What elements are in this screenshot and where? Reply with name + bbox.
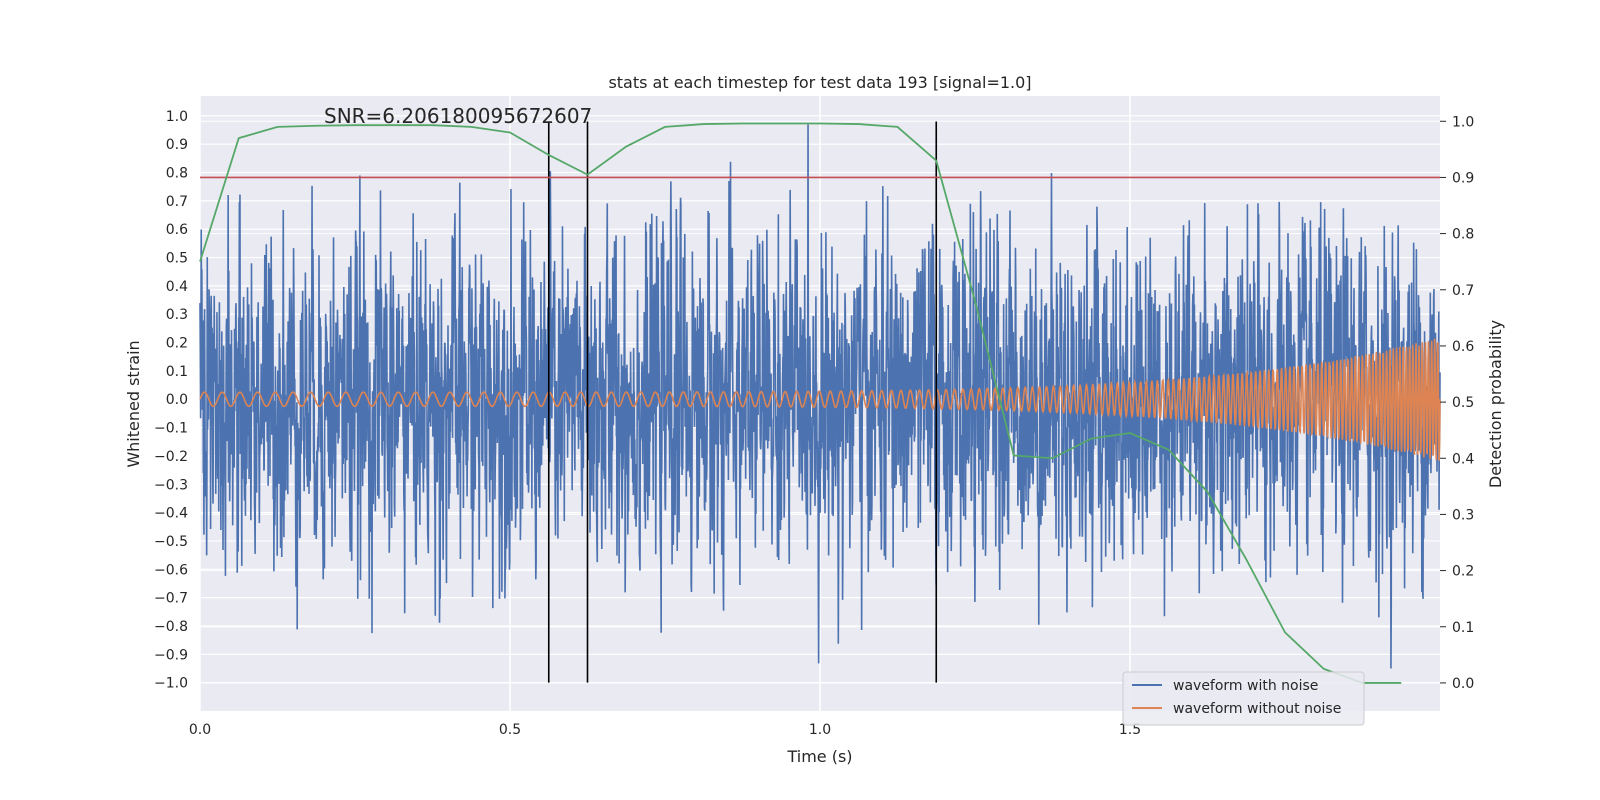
y-right-tick-label: 0.3 — [1452, 507, 1474, 523]
y-right-tick-label: 1.0 — [1452, 114, 1474, 130]
y-left-tick-label: −0.4 — [154, 506, 188, 522]
x-axis-label: Time (s) — [786, 747, 852, 766]
y-left-tick-label: 0.0 — [166, 392, 188, 408]
y-right-tick-label: 0.2 — [1452, 564, 1474, 580]
y-right-tick-label: 0.9 — [1452, 170, 1474, 186]
y-left-tick-label: −0.7 — [154, 591, 188, 607]
y-left-tick-label: −1.0 — [154, 676, 188, 692]
series-waveform-without-noise — [199, 338, 1441, 461]
legend: waveform with noise waveform without noi… — [1122, 671, 1365, 726]
detection-probability-line — [199, 122, 1402, 684]
y-left-tick-label: 0.5 — [166, 251, 188, 267]
chart-title: stats at each timestep for test data 193… — [608, 73, 1031, 92]
y-left-tick-label: 0.1 — [166, 364, 188, 380]
y-left-tick-label: 1.0 — [166, 109, 188, 125]
x-tick-label: 1.5 — [1119, 722, 1141, 738]
x-tick-label: 1.0 — [809, 722, 831, 738]
y-right-tick-label: 0.6 — [1452, 339, 1474, 355]
x-tick-label: 0.0 — [189, 722, 211, 738]
legend-box — [1122, 671, 1365, 726]
y-left-tick-label: 0.6 — [166, 222, 188, 238]
y-left-tick-label: 0.4 — [166, 279, 188, 295]
y-left-tick-label: −0.8 — [154, 619, 188, 635]
y-right-tick-label: 0.5 — [1452, 395, 1474, 411]
y-left-axis-ticks: 1.0 0.9 0.8 0.7 0.6 0.5 0.4 0.3 0.2 0.1 0.0 −0.1 −0.… — [154, 109, 188, 692]
legend-label-clean: waveform without noise — [1173, 701, 1341, 717]
snr-annotation: SNR=6.206180095672607 — [324, 104, 592, 128]
x-axis-ticks: 0.0 0.5 1.0 1.5 — [189, 722, 1141, 738]
series-waveform-with-noise — [199, 124, 1441, 669]
y-left-tick-label: 0.8 — [166, 166, 188, 182]
y-right-tick-label: 0.7 — [1452, 283, 1474, 299]
y-left-tick-label: −0.3 — [154, 477, 188, 493]
y-right-axis-ticks: 1.0 0.9 0.8 0.7 0.6 0.5 0.4 0.3 0.2 0.1 0.0 — [1440, 114, 1474, 692]
y-right-tick-label: 0.4 — [1452, 451, 1474, 467]
y-left-tick-label: −0.1 — [154, 421, 188, 437]
vertical-markers — [547, 121, 938, 683]
y-left-axis-label: Whitened strain — [124, 340, 143, 467]
y-right-tick-label: 0.0 — [1452, 676, 1474, 692]
y-left-tick-label: −0.5 — [154, 534, 188, 550]
clean-waveform-line — [199, 338, 1441, 461]
y-left-tick-label: −0.9 — [154, 647, 188, 663]
legend-label-noise: waveform with noise — [1173, 678, 1318, 694]
series-detection-probability — [199, 122, 1402, 684]
y-right-tick-label: 0.1 — [1452, 620, 1474, 636]
x-tick-label: 0.5 — [499, 722, 521, 738]
noise-waveform-line — [199, 124, 1441, 669]
y-left-tick-label: 0.3 — [166, 307, 188, 323]
y-left-tick-label: 0.7 — [166, 194, 188, 210]
y-left-tick-label: −0.2 — [154, 449, 188, 465]
y-left-tick-label: −0.6 — [154, 562, 188, 578]
y-left-tick-label: 0.2 — [166, 336, 188, 352]
y-left-tick-label: 0.9 — [166, 137, 188, 153]
y-right-tick-label: 0.8 — [1452, 227, 1474, 243]
y-right-axis-label: Detection probability — [1486, 320, 1505, 488]
